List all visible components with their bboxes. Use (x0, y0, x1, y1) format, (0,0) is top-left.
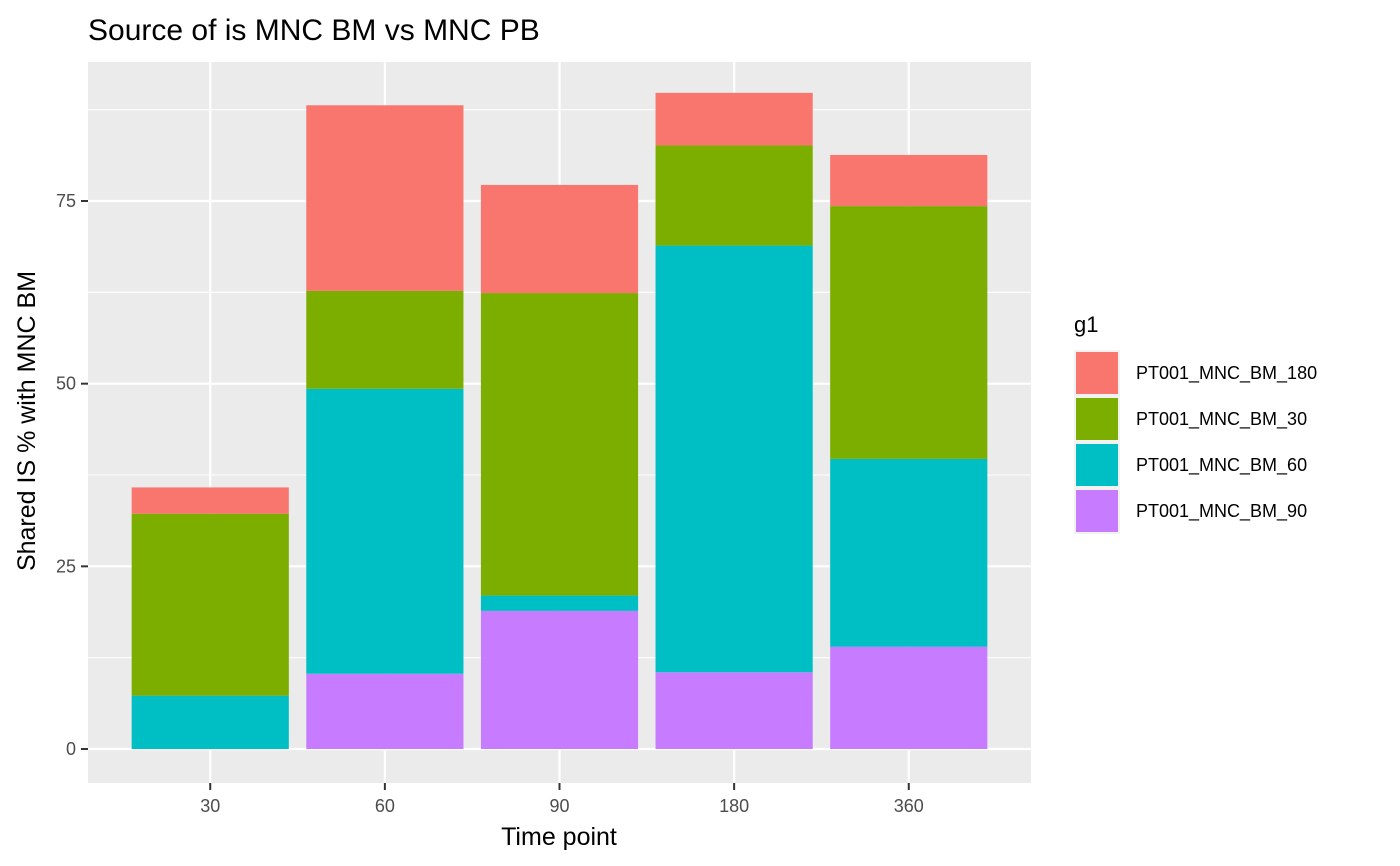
bar-segment (830, 646, 988, 749)
legend-label: PT001_MNC_BM_180 (1136, 363, 1317, 384)
bar-segment (655, 245, 813, 673)
bar-segment (830, 458, 988, 647)
bar-segment (306, 673, 464, 749)
x-tick-label: 180 (719, 796, 749, 816)
x-tick-label: 30 (200, 796, 220, 816)
x-axis: 30 60 90 180 360 (200, 783, 924, 816)
y-tick-label: 25 (56, 556, 76, 576)
legend-swatch (1076, 398, 1118, 440)
legend-label: PT001_MNC_BM_90 (1136, 501, 1307, 522)
bar-segment (830, 206, 988, 459)
bar-segment (306, 388, 464, 674)
legend-swatch (1076, 490, 1118, 532)
bar-segment (655, 92, 813, 146)
x-tick-label: 360 (894, 796, 924, 816)
y-tick-label: 50 (56, 374, 76, 394)
bar-segment (655, 145, 813, 246)
bar-segment (480, 293, 639, 596)
y-tick-label: 75 (56, 191, 76, 211)
x-tick-label: 90 (549, 796, 569, 816)
bar-segment (830, 154, 988, 207)
chart-title: Source of is MNC BM vs MNC PB (88, 14, 540, 47)
y-tick-label: 0 (66, 739, 76, 759)
x-axis-title: Time point (501, 823, 617, 851)
legend-swatch (1076, 352, 1118, 394)
y-axis: 0 25 50 75 (56, 191, 88, 759)
bar-segment (480, 184, 639, 294)
bar-segment (655, 672, 813, 749)
bar-segment (480, 610, 639, 749)
bar-segment (306, 105, 464, 291)
legend-label: PT001_MNC_BM_60 (1136, 455, 1307, 476)
bar-segment (131, 487, 289, 514)
legend-swatch (1076, 444, 1118, 486)
bar-segment (480, 595, 639, 611)
bar-segment (131, 513, 289, 696)
y-axis-title: Shared IS % with MNC BM (13, 271, 41, 571)
legend-title: g1 (1074, 312, 1098, 337)
bar-segment (306, 290, 464, 389)
legend: g1 PT001_MNC_BM_180 PT001_MNC_BM_30 PT001_… (1074, 312, 1317, 534)
bars (131, 92, 988, 749)
x-tick-label: 60 (375, 796, 395, 816)
bar-segment (131, 695, 289, 749)
legend-label: PT001_MNC_BM_30 (1136, 409, 1307, 430)
